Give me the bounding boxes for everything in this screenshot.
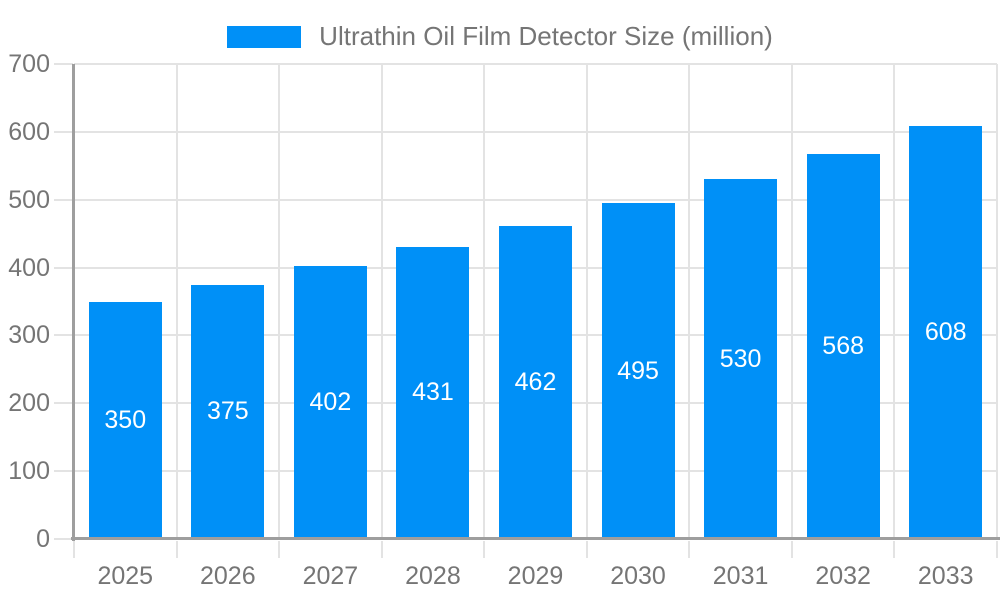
y-tick-label: 0 (36, 525, 50, 553)
bar: 375 (191, 284, 265, 539)
bar-value-label: 462 (514, 367, 557, 396)
bar-value-label: 350 (104, 405, 147, 434)
x-tick (996, 541, 998, 558)
y-tick-label: 500 (8, 185, 50, 214)
bar: 530 (704, 179, 778, 539)
y-tick-label: 400 (8, 253, 50, 282)
bar: 568 (806, 153, 880, 539)
bar-value-label: 431 (412, 378, 454, 407)
bar: 402 (293, 266, 367, 539)
x-gridline (996, 64, 998, 539)
y-tick-label: 100 (8, 457, 50, 486)
x-tick-label: 2032 (815, 562, 871, 590)
x-tick-label: 2030 (610, 562, 666, 590)
x-tick (688, 541, 691, 558)
x-gridline (893, 64, 896, 539)
x-tick (175, 541, 178, 558)
x-tick (893, 541, 896, 558)
bar: 608 (909, 126, 983, 539)
x-tick-label: 2031 (712, 562, 769, 590)
y-tick (54, 198, 73, 201)
x-tick-label: 2033 (917, 562, 974, 590)
y-tick (54, 266, 73, 269)
x-tick-label: 2027 (302, 562, 359, 590)
bar-value-label: 375 (206, 397, 249, 426)
bar: 495 (601, 203, 675, 539)
y-axis-line (72, 64, 75, 541)
x-gridline (175, 64, 178, 539)
x-tick (483, 541, 486, 558)
legend-swatch (227, 25, 302, 48)
bar: 350 (88, 301, 162, 539)
x-tick-label: 2025 (97, 562, 154, 590)
y-gridline (74, 63, 997, 65)
y-tick-label: 200 (8, 389, 50, 418)
x-gridline (688, 64, 691, 539)
bar-value-label: 568 (822, 331, 865, 360)
x-tick (585, 541, 588, 558)
x-gridline (278, 64, 281, 539)
x-tick (73, 541, 75, 558)
x-tick (380, 541, 383, 558)
bar-value-label: 530 (719, 344, 762, 373)
x-axis-line (71, 537, 1000, 540)
x-gridline (483, 64, 486, 539)
y-tick (54, 538, 73, 540)
x-tick-label: 2029 (507, 562, 564, 590)
y-tick (54, 402, 73, 405)
x-tick-label: 2028 (405, 562, 461, 590)
y-tick (54, 334, 73, 337)
y-tick (54, 470, 73, 473)
bar: 462 (499, 225, 572, 539)
legend-label: Ultrathin Oil Film Detector Size (millio… (319, 21, 773, 51)
bar-value-label: 495 (617, 356, 659, 385)
x-gridline (790, 64, 793, 539)
x-tick (790, 541, 793, 558)
x-tick-label: 2026 (200, 562, 256, 590)
bar-value-label: 402 (309, 388, 352, 417)
y-tick-label: 300 (8, 321, 50, 350)
x-gridline (585, 64, 588, 539)
y-tick-label: 700 (8, 50, 50, 78)
y-gridline (74, 130, 997, 133)
bar-value-label: 608 (924, 318, 967, 347)
chart-legend: Ultrathin Oil Film Detector Size (millio… (0, 21, 1000, 52)
y-tick-label: 600 (8, 117, 50, 146)
y-tick (54, 130, 73, 133)
y-tick (54, 63, 73, 65)
plot-area: 0 100 200 300 400 500 600 700 350 2025 375 2026 402 2… (8, 50, 1000, 590)
y-gridline (74, 198, 997, 201)
x-tick (278, 541, 281, 558)
x-gridline (380, 64, 383, 539)
bar: 431 (396, 246, 470, 539)
